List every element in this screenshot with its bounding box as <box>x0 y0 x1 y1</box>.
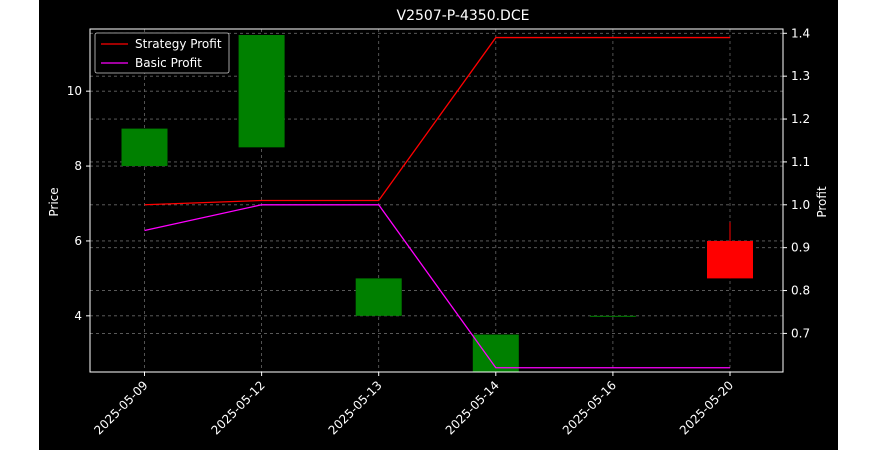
y2-tick-label: 1.3 <box>791 69 810 83</box>
x-tick-label: 2025-05-09 <box>91 378 150 437</box>
x-tick-label: 2025-05-20 <box>677 378 736 437</box>
y-tick-label: 10 <box>67 84 82 98</box>
candle-body <box>589 315 636 317</box>
plot-frame <box>89 28 784 373</box>
candle-body <box>238 35 285 148</box>
y-axis-label: Price <box>47 187 61 216</box>
y-tick-label: 8 <box>74 159 82 173</box>
candle-body <box>707 240 753 279</box>
basic-profit-line <box>144 204 730 369</box>
legend-label: Basic Profit <box>135 56 202 70</box>
y2-tick-label: 0.9 <box>791 241 810 255</box>
y2-axis-label: Profit <box>815 186 829 218</box>
candle-body <box>472 334 519 372</box>
y2-tick-label: 1.2 <box>791 112 810 126</box>
legend-label: Strategy Profit <box>135 37 222 51</box>
y2-tick-label: 1.1 <box>791 155 810 169</box>
y-tick-label: 4 <box>74 309 82 323</box>
candle-body <box>355 278 402 316</box>
y2-tick-label: 0.7 <box>791 326 810 340</box>
chart-legend: Strategy Profit Basic Profit <box>94 32 230 74</box>
chart-title: V2507-P-4350.DCE <box>397 8 530 24</box>
x-tick-label: 2025-05-14 <box>443 378 502 437</box>
y-tick-label: 6 <box>74 234 82 248</box>
x-tick-label: 2025-05-16 <box>560 378 619 437</box>
y2-tick-label: 1.4 <box>791 26 810 40</box>
strategy-profit-line <box>144 36 730 206</box>
legend-box <box>94 32 230 74</box>
y2-tick-label: 0.8 <box>791 284 810 298</box>
x-tick-label: 2025-05-12 <box>209 378 268 437</box>
y2-tick-label: 1.0 <box>791 198 810 212</box>
x-tick-label: 2025-05-13 <box>326 378 385 437</box>
candle-body <box>121 128 168 167</box>
